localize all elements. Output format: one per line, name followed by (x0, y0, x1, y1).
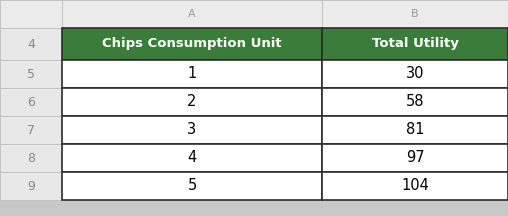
Text: 58: 58 (406, 95, 424, 110)
Bar (322, 60, 508, 88)
Bar (62, 172, 322, 200)
Text: 4: 4 (27, 38, 35, 51)
Text: Chips Consumption Unit: Chips Consumption Unit (102, 38, 282, 51)
Text: 2: 2 (187, 95, 197, 110)
Text: B: B (411, 9, 419, 19)
Bar (322, 28, 508, 60)
Bar (322, 0, 508, 28)
Bar (0, 144, 62, 172)
Text: 97: 97 (406, 151, 424, 165)
Bar (62, 88, 322, 116)
Text: 9: 9 (27, 179, 35, 192)
Text: 6: 6 (27, 95, 35, 108)
Bar (0, 28, 62, 60)
Text: 5: 5 (187, 178, 197, 194)
Bar (62, 144, 322, 172)
Bar (322, 144, 508, 172)
Bar (0, 0, 62, 28)
Bar (62, 116, 322, 144)
Text: 8: 8 (27, 151, 35, 165)
Text: 1: 1 (187, 67, 197, 81)
Text: 3: 3 (187, 122, 197, 138)
Text: 4: 4 (187, 151, 197, 165)
Text: 81: 81 (406, 122, 424, 138)
Bar (62, 0, 322, 28)
Bar (322, 116, 508, 144)
Bar (322, 172, 508, 200)
Text: 104: 104 (401, 178, 429, 194)
Bar (0, 88, 62, 116)
Bar (322, 88, 508, 116)
Text: A: A (188, 9, 196, 19)
Bar (0, 172, 62, 200)
Bar (62, 28, 322, 60)
Bar (0, 116, 62, 144)
Text: 30: 30 (406, 67, 424, 81)
Text: Total Utility: Total Utility (371, 38, 458, 51)
Bar (62, 60, 322, 88)
Bar (0, 60, 62, 88)
Text: 7: 7 (27, 124, 35, 137)
Text: 5: 5 (27, 67, 35, 81)
